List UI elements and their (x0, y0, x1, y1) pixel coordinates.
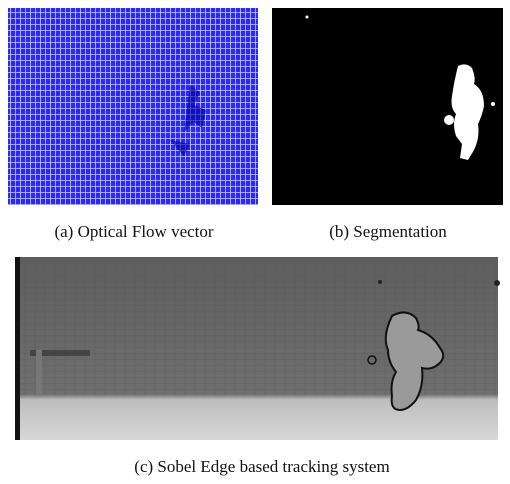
segmentation-image (272, 8, 503, 205)
sobel-tracking-image (15, 257, 500, 440)
caption-a: (a) Optical Flow vector (54, 222, 213, 242)
caption-c: (c) Sobel Edge based tracking system (134, 457, 389, 477)
figure-images (0, 0, 510, 484)
optical-flow-image (8, 8, 258, 205)
figure-page: (a) Optical Flow vector (b) Segmentation… (0, 0, 510, 484)
caption-b: (b) Segmentation (329, 222, 447, 242)
